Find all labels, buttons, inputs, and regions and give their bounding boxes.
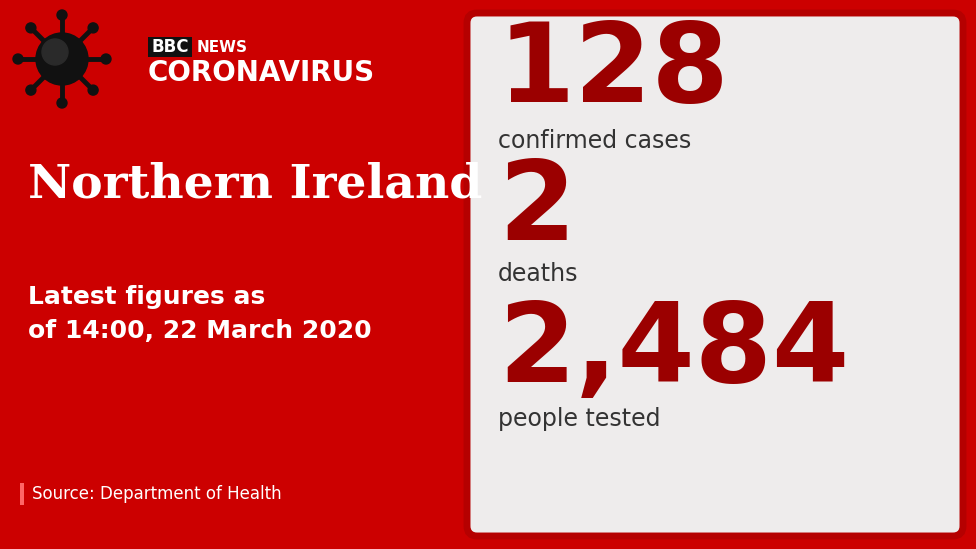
Circle shape <box>26 23 36 33</box>
Circle shape <box>88 23 99 33</box>
Circle shape <box>57 10 67 20</box>
Circle shape <box>26 85 36 95</box>
Circle shape <box>101 54 111 64</box>
Text: deaths: deaths <box>498 262 579 286</box>
FancyBboxPatch shape <box>467 13 963 536</box>
Text: 128: 128 <box>498 18 730 125</box>
Circle shape <box>88 85 99 95</box>
Bar <box>148 37 192 57</box>
Circle shape <box>42 39 68 65</box>
Text: Source: Department of Health: Source: Department of Health <box>32 485 282 503</box>
Text: Northern Ireland: Northern Ireland <box>28 161 482 207</box>
Text: of 14:00, 22 March 2020: of 14:00, 22 March 2020 <box>28 319 372 343</box>
Text: confirmed cases: confirmed cases <box>498 129 691 153</box>
Circle shape <box>57 98 67 108</box>
Circle shape <box>13 54 23 64</box>
Text: 2: 2 <box>498 155 575 262</box>
Text: 2,484: 2,484 <box>498 298 849 405</box>
Text: Latest figures as: Latest figures as <box>28 285 265 309</box>
Bar <box>20 483 24 505</box>
Text: NEWS: NEWS <box>197 40 248 54</box>
Text: BBC: BBC <box>151 38 188 56</box>
Circle shape <box>36 33 88 85</box>
Text: CORONAVIRUS: CORONAVIRUS <box>148 59 375 87</box>
Text: people tested: people tested <box>498 407 661 431</box>
